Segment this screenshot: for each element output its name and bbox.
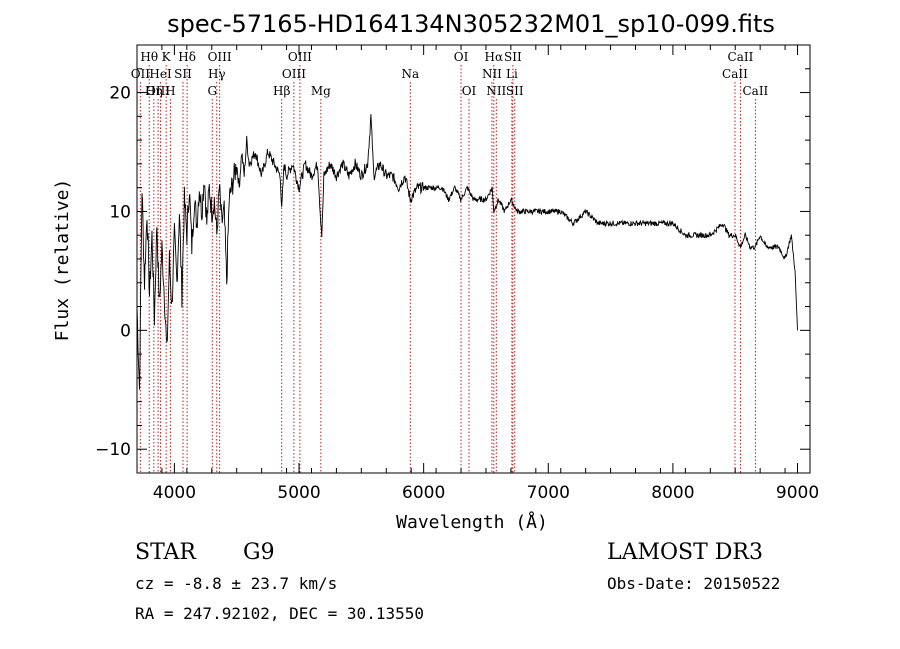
x-axis-label: Wavelength (Å)	[396, 511, 548, 533]
y-axis-ticks: −10 0 10 20	[95, 44, 810, 474]
spectral-line-label: Hβ	[273, 84, 290, 98]
y-tick-label: 20	[109, 84, 131, 104]
spectral-line-label: CaII	[722, 67, 748, 81]
x-axis-ticks: 4000 5000 6000 7000 8000 9000	[136, 45, 819, 503]
spectral-line-label: CaII	[728, 50, 754, 64]
spectral-line-label: Hδ	[178, 50, 196, 64]
spectral-line-label: H	[165, 84, 175, 98]
coordinates-readout: RA = 247.92102, DEC = 30.13550	[135, 604, 424, 623]
spectral-line-label: Hθ	[140, 50, 158, 64]
spectral-line-label: NII	[482, 67, 502, 81]
spectral-line-label: Mg	[311, 84, 331, 98]
spectral-line-label: SII	[174, 67, 192, 81]
survey-name: LAMOST DR3	[607, 540, 763, 565]
y-tick-label: 10	[109, 202, 131, 222]
redshift-readout: cz = -8.8 ± 23.7 km/s	[135, 574, 338, 593]
plot-frame	[136, 44, 811, 474]
spectral-line-label: OIII	[282, 67, 306, 81]
spectrum-line	[136, 114, 798, 390]
spectral-line-markers	[139, 65, 756, 473]
x-tick-label: 4000	[153, 483, 196, 503]
spectral-line-label: Hη	[145, 84, 163, 98]
spectral-line-label: K	[162, 50, 172, 64]
spectral-line-label: NII	[486, 84, 506, 98]
spectral-line-label: Na	[401, 67, 419, 81]
spectral-line-label: Hγ	[208, 67, 226, 81]
x-tick-label: 5000	[277, 483, 320, 503]
spectral-line-label: Li	[506, 67, 518, 81]
x-tick-label: 7000	[527, 483, 570, 503]
chart-title: spec-57165-HD164134N305232M01_sp10-099.f…	[167, 10, 775, 38]
spectral-line-label: OIII	[208, 50, 232, 64]
x-tick-label: 9000	[776, 483, 819, 503]
spectral-line-label: SII	[504, 50, 522, 64]
y-tick-label: −10	[95, 440, 131, 460]
spectral-line-label: HeI	[149, 67, 172, 81]
spectrum-chart: spec-57165-HD164134N305232M01_sp10-099.f…	[52, 10, 819, 533]
observation-date: Obs-Date: 20150522	[607, 574, 781, 593]
y-axis-label: Flux (relative)	[52, 179, 73, 342]
spectral-line-label: OIII	[288, 50, 312, 64]
spectral-line-label: CaII	[742, 84, 768, 98]
spectral-line-label: OIII	[146, 84, 170, 98]
x-tick-label: 8000	[651, 483, 694, 503]
object-class: STAR	[135, 540, 196, 565]
spectral-line-label: Hα	[485, 50, 504, 64]
spectral-line-label: OI	[454, 50, 469, 64]
x-tick-label: 6000	[402, 483, 445, 503]
spectral-line-label: OI	[462, 84, 477, 98]
spectral-line-label: SII	[506, 84, 524, 98]
object-subclass: G9	[243, 540, 275, 565]
y-tick-label: 0	[120, 321, 131, 341]
spectral-line-label: G	[207, 84, 217, 98]
spectrum-series	[136, 114, 798, 390]
spectral-line-label: OII	[131, 67, 151, 81]
